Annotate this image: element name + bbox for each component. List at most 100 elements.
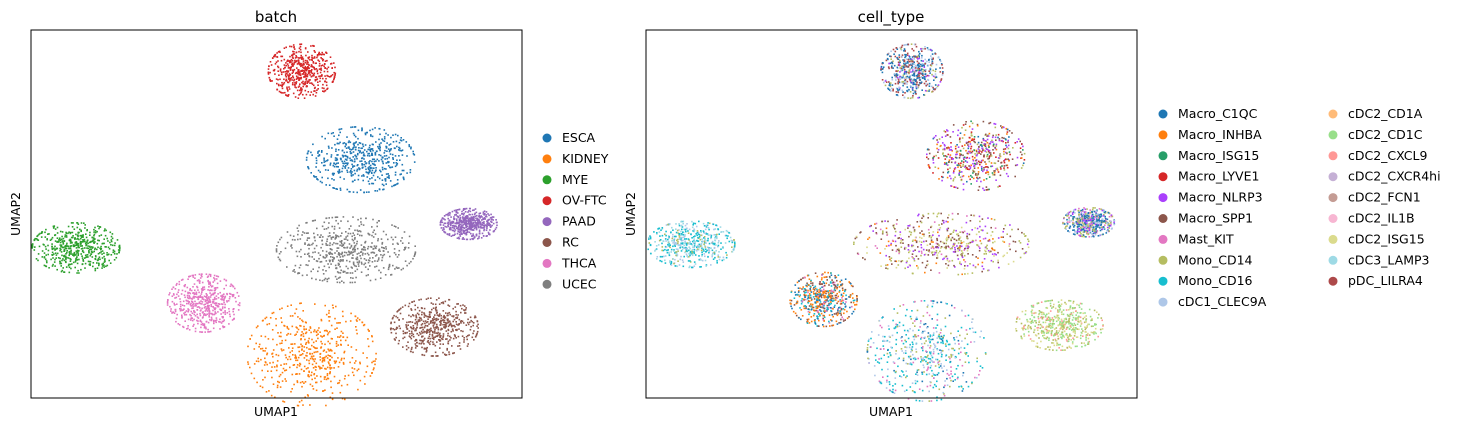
scatter-point — [319, 68, 322, 71]
scatter-point — [889, 55, 891, 57]
scatter-point — [372, 174, 375, 177]
scatter-point — [102, 262, 104, 265]
scatter-point — [350, 152, 353, 154]
scatter-point — [363, 375, 366, 378]
scatter-point — [382, 139, 384, 142]
scatter-point — [304, 89, 307, 92]
scatter-point — [382, 250, 385, 252]
scatter-point — [199, 307, 201, 309]
scatter-point — [912, 86, 914, 89]
scatter-point — [377, 176, 379, 178]
scatter-point — [357, 152, 359, 155]
scatter-point — [189, 292, 192, 295]
scatter-point — [333, 77, 335, 80]
scatter-point — [228, 323, 230, 325]
scatter-point — [198, 302, 201, 304]
scatter-point — [361, 147, 363, 149]
scatter-point — [298, 70, 300, 72]
scatter-point — [388, 161, 390, 163]
scatter-point — [285, 369, 288, 371]
scatter-point — [260, 335, 263, 337]
scatter-point — [929, 167, 931, 169]
scatter-point — [340, 384, 343, 387]
scatter-point — [381, 243, 383, 245]
scatter-point — [927, 74, 930, 77]
scatter-point — [374, 360, 376, 362]
scatter-point — [213, 307, 215, 309]
scatter-point — [371, 135, 374, 138]
scatter-point — [899, 61, 901, 64]
scatter-point — [258, 346, 260, 348]
scatter-point — [312, 73, 315, 76]
scatter-point — [78, 238, 80, 241]
scatter-point — [448, 324, 451, 326]
scatter-point — [320, 75, 323, 77]
scatter-point — [414, 343, 417, 345]
scatter-point — [303, 370, 305, 372]
scatter-point — [367, 180, 370, 183]
scatter-point — [447, 214, 449, 217]
scatter-point — [408, 145, 411, 148]
scatter-point — [339, 335, 342, 337]
scatter-point — [474, 212, 476, 215]
scatter-point — [349, 150, 352, 153]
scatter-point — [921, 54, 923, 57]
scatter-point — [54, 228, 57, 230]
scatter-point — [289, 366, 291, 369]
scatter-point — [330, 248, 332, 251]
scatter-point — [329, 259, 331, 262]
scatter-point — [194, 327, 197, 330]
scatter-point — [61, 254, 63, 257]
scatter-point — [362, 179, 364, 182]
scatter-point — [287, 328, 290, 330]
scatter-point — [88, 250, 90, 252]
scatter-point — [197, 296, 199, 299]
scatter-point — [302, 320, 304, 323]
scatter-point — [993, 162, 996, 164]
scatter-point — [174, 297, 176, 299]
scatter-point — [317, 88, 319, 90]
scatter-point — [88, 245, 91, 248]
scatter-point — [332, 164, 335, 167]
scatter-point — [41, 231, 44, 233]
scatter-point — [351, 272, 354, 274]
scatter-point — [961, 137, 964, 139]
scatter-point — [86, 229, 88, 232]
scatter-point — [380, 170, 382, 173]
scatter-point — [278, 252, 281, 255]
scatter-point — [367, 247, 369, 250]
scatter-point — [339, 276, 341, 279]
scatter-point — [327, 235, 330, 238]
scatter-point — [380, 238, 383, 240]
scatter-point — [315, 351, 317, 353]
scatter-point — [281, 339, 283, 342]
scatter-point — [88, 251, 90, 253]
scatter-point — [224, 295, 227, 298]
scatter-point — [281, 81, 283, 84]
scatter-point — [959, 171, 961, 173]
scatter-point — [358, 167, 360, 169]
scatter-point — [993, 170, 995, 172]
scatter-point — [318, 327, 320, 329]
scatter-point — [291, 54, 294, 56]
scatter-point — [891, 62, 894, 65]
scatter-point — [179, 303, 182, 306]
scatter-point — [485, 215, 488, 218]
scatter-point — [188, 309, 190, 311]
scatter-point — [388, 177, 390, 179]
scatter-point — [478, 229, 481, 232]
scatter-point — [922, 60, 924, 62]
scatter-point — [286, 63, 289, 65]
scatter-point — [316, 178, 318, 180]
scatter-point — [376, 221, 378, 224]
scatter-point — [286, 241, 289, 244]
scatter-point — [446, 213, 449, 216]
scatter-point — [321, 176, 323, 179]
scatter-point — [368, 169, 371, 172]
scatter-point — [337, 154, 339, 156]
scatter-point — [295, 373, 297, 375]
scatter-point — [485, 235, 488, 237]
scatter-point — [956, 150, 959, 153]
scatter-point — [431, 308, 433, 311]
scatter-point — [319, 356, 321, 358]
